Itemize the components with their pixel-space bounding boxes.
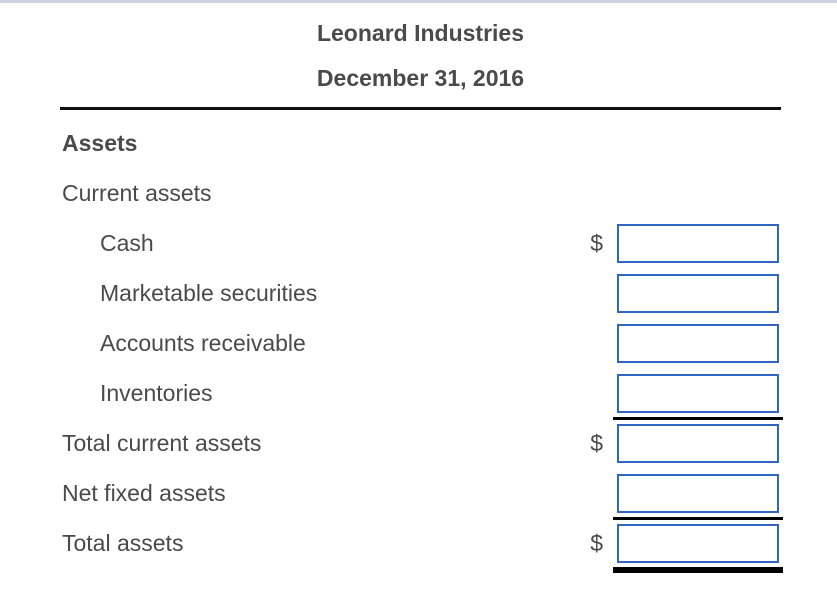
dollar-sign: $	[590, 529, 603, 556]
accounts-receivable-label: Accounts receivable	[100, 329, 306, 356]
inventories-label: Inventories	[100, 379, 213, 406]
row-net-fixed-assets: Net fixed assets	[60, 468, 783, 520]
row-total-current-assets: Total current assets $	[60, 418, 783, 468]
company-name: Leonard Industries	[316, 20, 525, 46]
subtotal-rule	[613, 517, 783, 520]
total-assets-label: Total assets	[62, 529, 184, 556]
statement-date: December 31, 2016	[316, 65, 525, 91]
cash-label: Cash	[100, 229, 154, 256]
accounts-receivable-field	[613, 318, 783, 368]
row-cash: Cash $	[60, 218, 783, 268]
row-assets-heading: Assets	[60, 118, 783, 168]
row-accounts-receivable: Accounts receivable	[60, 318, 783, 368]
statement-header: Leonard Industries December 31, 2016	[60, 3, 781, 110]
grand-total-double-rule	[613, 567, 783, 573]
cash-input[interactable]	[617, 223, 779, 263]
dollar-sign: $	[590, 229, 603, 256]
marketable-securities-label: Marketable securities	[100, 279, 318, 306]
row-total-assets: Total assets $	[60, 518, 783, 573]
current-assets-label: Current assets	[62, 179, 212, 206]
net-fixed-assets-input[interactable]	[617, 473, 779, 513]
statement-body: Assets Current assets Cash $ Marketable …	[60, 110, 783, 573]
net-fixed-assets-field	[613, 468, 783, 520]
marketable-securities-input[interactable]	[617, 273, 779, 313]
inventories-input[interactable]	[617, 373, 779, 413]
total-assets-input[interactable]	[617, 523, 779, 563]
inventories-field	[613, 368, 783, 420]
total-current-assets-field	[613, 418, 783, 468]
subtotal-rule	[613, 417, 783, 420]
row-inventories: Inventories	[60, 368, 783, 420]
dollar-sign: $	[590, 429, 603, 456]
net-fixed-assets-label: Net fixed assets	[62, 479, 226, 506]
cash-field	[613, 218, 783, 268]
total-current-assets-input[interactable]	[617, 423, 779, 463]
row-marketable-securities: Marketable securities	[60, 268, 783, 318]
assets-section-heading: Assets	[62, 129, 138, 156]
total-current-assets-label: Total current assets	[62, 429, 262, 456]
total-assets-field	[613, 518, 783, 573]
accounts-receivable-input[interactable]	[617, 323, 779, 363]
marketable-securities-field	[613, 268, 783, 318]
row-current-assets-heading: Current assets	[60, 168, 783, 218]
